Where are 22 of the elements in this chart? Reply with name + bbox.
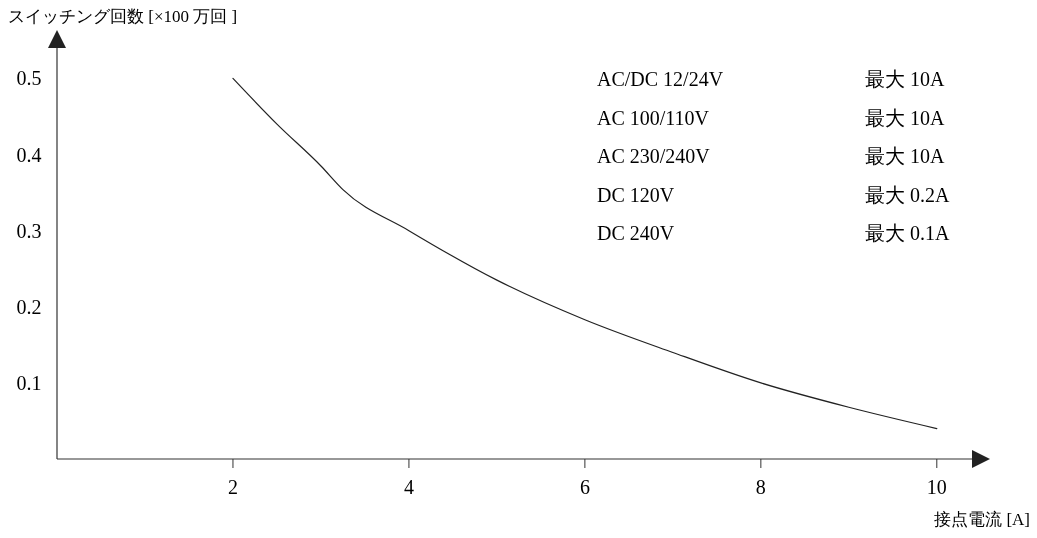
annotation: AC/DC 12/24V	[597, 68, 724, 90]
x-tick-label: 10	[926, 476, 947, 498]
annotation: DC 120V	[597, 183, 675, 206]
y-axis-title: スイッチング回数 [×100 万回 ]	[8, 7, 238, 26]
annotation: 最大 0.2A	[865, 183, 950, 206]
annotation: 最大 10A	[865, 106, 945, 129]
x-tick-label: 4	[403, 476, 414, 498]
annotation: 最大 10A	[865, 145, 945, 167]
y-tick-label: 0.4	[16, 143, 42, 166]
y-tick-label: 0.1	[16, 371, 42, 394]
annotation: 最大 0.1A	[865, 222, 950, 244]
x-axis-title: 接点電流 [A]	[934, 510, 1030, 529]
y-tick-label: 0.3	[16, 219, 42, 242]
x-tick-label: 8	[755, 476, 766, 498]
annotation: AC 230/240V	[597, 145, 711, 167]
annotation: AC 100/110V	[597, 106, 710, 129]
annotation: DC 240V	[597, 222, 675, 244]
x-tick-label: 6	[579, 476, 590, 498]
annotation: 最大 10A	[865, 68, 945, 90]
y-tick-label: 0.5	[16, 67, 42, 90]
x-tick-label: 2	[227, 476, 238, 498]
y-tick-label: 0.2	[16, 295, 42, 318]
